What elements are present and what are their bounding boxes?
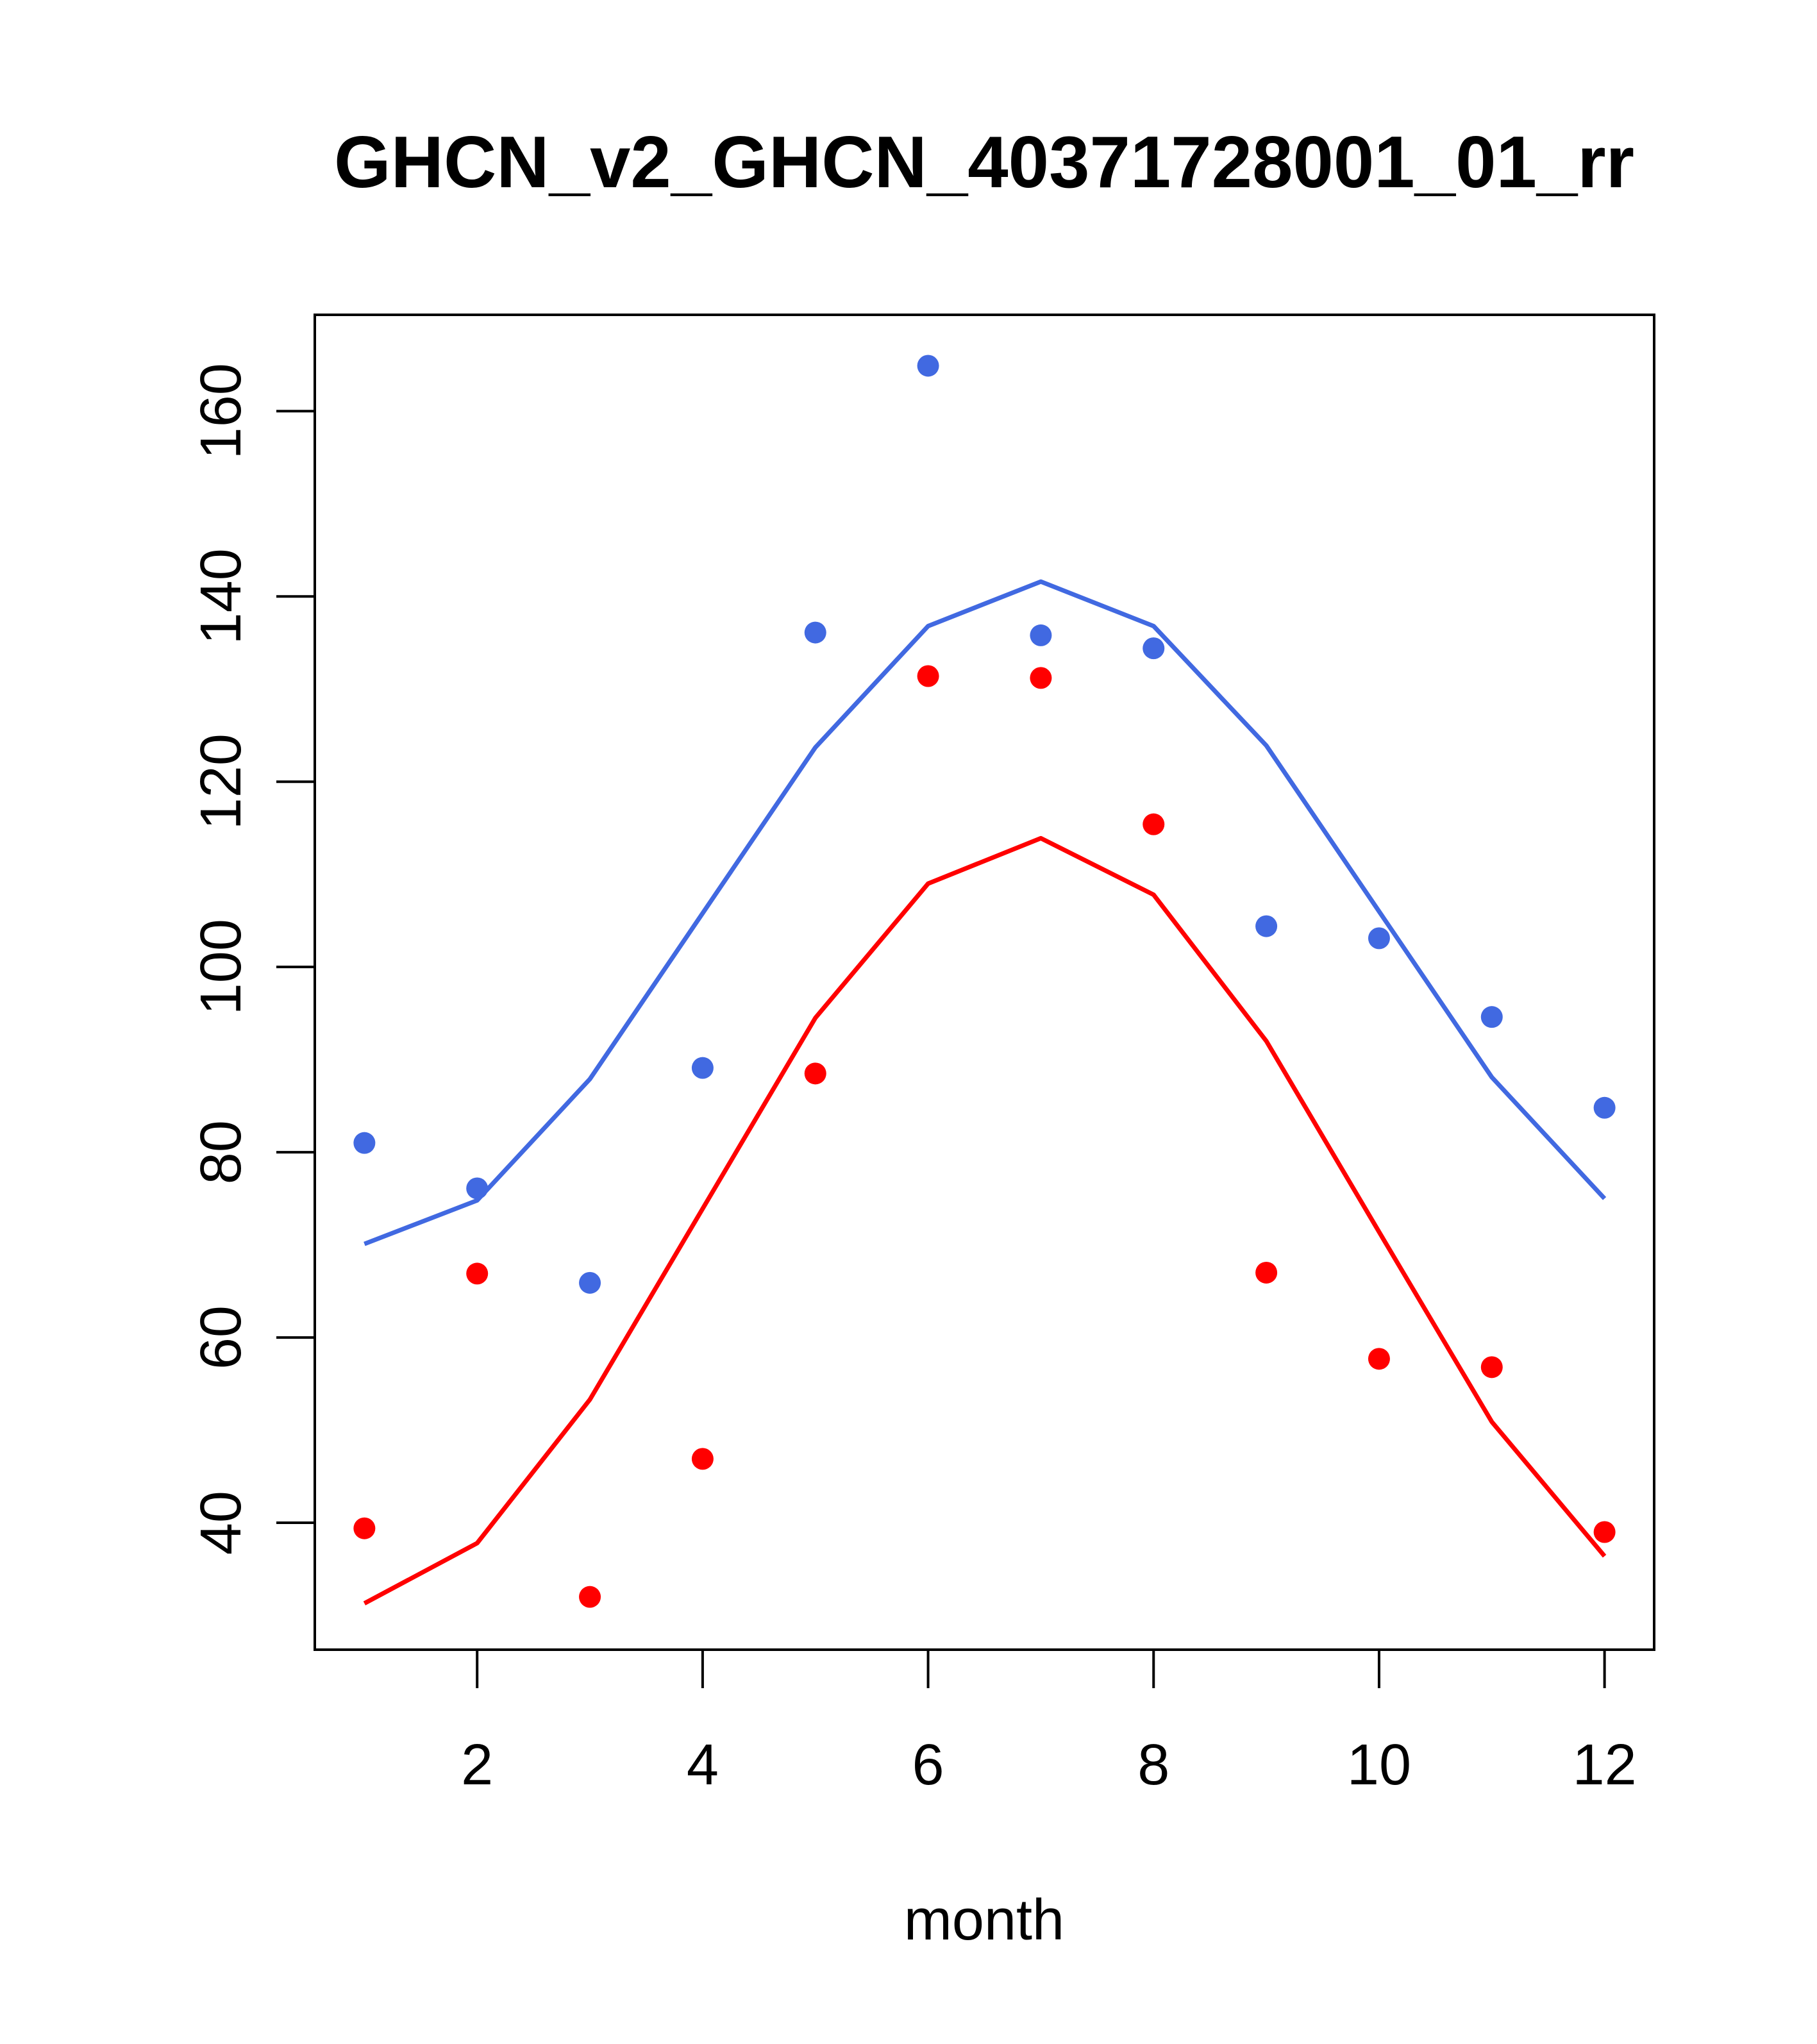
- data-point: [579, 1586, 601, 1608]
- data-point: [804, 1062, 826, 1085]
- y-tick-label: 100: [189, 919, 253, 1015]
- data-point: [466, 1177, 489, 1200]
- y-tick-label: 60: [189, 1305, 253, 1370]
- x-axis: 2 4 6 8 10 12: [461, 1648, 1637, 1797]
- data-point: [1480, 1006, 1503, 1028]
- data-point: [804, 621, 826, 644]
- x-tick-label: 6: [912, 1733, 944, 1797]
- data-point: [1143, 813, 1165, 835]
- data-point: [691, 1448, 714, 1470]
- data-point: [1030, 624, 1052, 646]
- data-point: [353, 1132, 376, 1154]
- data-point: [1368, 927, 1390, 950]
- data-point: [466, 1262, 489, 1285]
- plot-frame: [314, 314, 1655, 1651]
- y-tick-label: 160: [189, 363, 253, 459]
- data-point: [1593, 1096, 1616, 1119]
- data-point: [1255, 915, 1278, 937]
- y-tick-label: 40: [189, 1491, 253, 1555]
- data-point: [1368, 1348, 1390, 1370]
- y-axis: 40 60 80 100 120 140 160: [189, 363, 316, 1555]
- x-tick-label: 4: [687, 1733, 719, 1797]
- data-point: [1480, 1356, 1503, 1378]
- series-line-1: [364, 579, 1607, 1246]
- y-tick-label: 80: [189, 1120, 253, 1184]
- x-axis-label: month: [904, 1888, 1064, 1952]
- data-point: [1030, 667, 1052, 689]
- x-tick-label: 10: [1347, 1733, 1411, 1797]
- x-tick-label: 8: [1137, 1733, 1169, 1797]
- data-point: [1255, 1261, 1278, 1284]
- data-point: [1143, 637, 1165, 660]
- series-line-3: [363, 835, 1607, 1605]
- data-point: [579, 1271, 601, 1294]
- x-tick-label: 2: [461, 1733, 493, 1797]
- data-point: [917, 665, 939, 687]
- y-tick-label: 120: [189, 733, 253, 830]
- data-point: [1593, 1521, 1616, 1543]
- y-tick-label: 140: [189, 548, 253, 644]
- data-point: [353, 1517, 376, 1539]
- series-layer: [353, 355, 1616, 1608]
- x-tick-label: 12: [1573, 1733, 1637, 1797]
- chart-title: GHCN_v2_GHCN_40371728001_01_rr: [334, 122, 1634, 203]
- data-point: [691, 1057, 714, 1079]
- data-point: [917, 355, 939, 377]
